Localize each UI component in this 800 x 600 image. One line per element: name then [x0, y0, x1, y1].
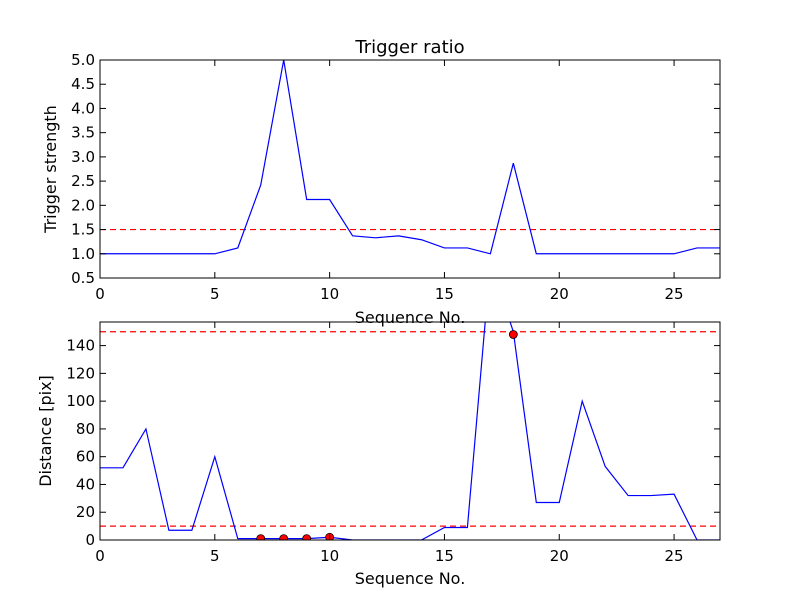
trigger-ytick-label: 3.5: [71, 124, 95, 142]
distance-xtick-label: 25: [665, 547, 684, 565]
trigger-ytick-label: 0.5: [71, 269, 95, 287]
chart-title: Trigger ratio: [354, 37, 464, 58]
distance-xtick-label: 5: [210, 547, 220, 565]
distance-xtick-label: 0: [95, 547, 105, 565]
distance-xlabel: Sequence No.: [355, 569, 466, 588]
distance-marker-point: [279, 534, 289, 540]
trigger-xtick-label: 15: [435, 285, 454, 303]
distance-ytick-label: 20: [76, 503, 95, 521]
trigger-ytick-label: 1.0: [71, 245, 95, 263]
distance-ticks: 0 5 10 15 20 25 0 20 40 60 80 100 120 140: [66, 322, 720, 565]
distance-marker-point: [302, 534, 312, 540]
distance-ytick-label: 80: [76, 420, 95, 438]
trigger-xtick-label: 0: [95, 285, 105, 303]
trigger-ytick-label: 2.0: [71, 196, 95, 214]
distance-ytick-label: 60: [76, 448, 95, 466]
distance-ytick-label: 0: [85, 531, 95, 549]
distance-marker-point: [508, 330, 518, 339]
trigger-axes-frame: [99, 59, 721, 279]
trigger-ylabel: Trigger strength: [41, 105, 60, 234]
trigger-ytick-label: 4.0: [71, 99, 95, 117]
distance-xtick-label: 20: [550, 547, 569, 565]
trigger-xtick-label: 5: [210, 285, 220, 303]
trigger-ytick-label: 4.5: [71, 75, 95, 93]
trigger-xtick-label: 10: [320, 285, 339, 303]
distance-ytick-label: 120: [66, 364, 95, 382]
distance-ylabel: Distance [pix]: [36, 375, 55, 487]
trigger-ytick-label: 3.0: [71, 148, 95, 166]
trigger-ticks: 0 5 10 15 20 25 0.5 1.0 1.5 2.0 2.5 3.0 3.5 4.0 4.5 5.0: [71, 51, 720, 303]
trigger-plot-area: [100, 60, 720, 255]
distance-ytick-label: 100: [66, 392, 95, 410]
distance-axes: 0 5 10 15 20 25 0 20 40 60 80 100 120 140 Sequence No…: [36, 321, 721, 588]
trigger-ytick-label: 5.0: [71, 51, 95, 69]
distance-plot-area: [100, 322, 720, 540]
trigger-xlabel: Sequence No.: [355, 308, 466, 327]
distance-ytick-label: 140: [66, 337, 95, 355]
trigger-ytick-label: 1.5: [71, 221, 95, 239]
trigger-ytick-label: 2.5: [71, 172, 95, 190]
distance-series-line: [100, 322, 720, 540]
distance-marker-point: [256, 534, 266, 540]
trigger-xtick-label: 25: [665, 285, 684, 303]
trigger-xtick-label: 20: [550, 285, 569, 303]
distance-xtick-label: 15: [435, 547, 454, 565]
distance-ytick-label: 40: [76, 475, 95, 493]
distance-axes-frame: [99, 321, 721, 541]
distance-xtick-label: 10: [320, 547, 339, 565]
trigger-series-line: [100, 60, 720, 255]
